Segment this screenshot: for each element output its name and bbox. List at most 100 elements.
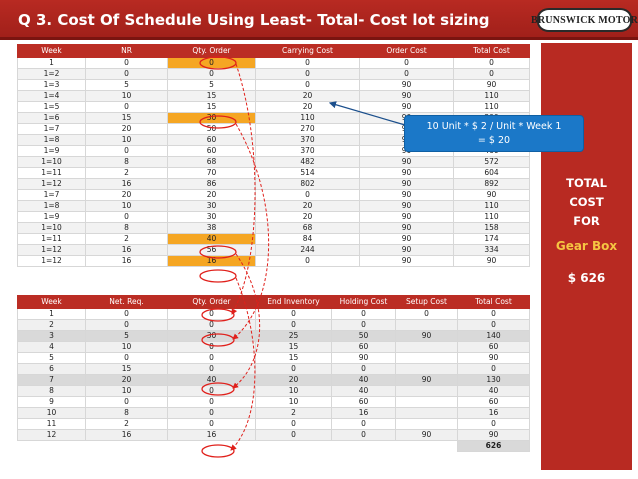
table2-header-cell: End Inventory	[255, 295, 332, 309]
table-cell	[395, 385, 458, 397]
table-cell: 0	[457, 308, 530, 320]
table-cell: 60	[167, 134, 256, 146]
table-cell: 40	[331, 374, 396, 386]
table-cell: 10	[255, 385, 332, 397]
table-cell: 6	[17, 363, 86, 375]
table-row: 1=3 5 5 0 90 90	[17, 79, 530, 91]
table-cell: 0	[167, 385, 256, 397]
table-cell: 4	[17, 341, 86, 353]
table-row: 1=8 10 30 20 90 110	[17, 200, 530, 212]
table-cell: 90	[359, 79, 454, 91]
table-cell: 68	[255, 222, 360, 234]
table-cell: 0	[395, 308, 458, 320]
table-cell: 0	[85, 101, 168, 113]
empty-cell	[167, 440, 256, 452]
table-cell: 0	[255, 308, 332, 320]
table-cell: 3	[17, 330, 86, 342]
table-cell: 40	[457, 385, 530, 397]
table-cell: 86	[167, 178, 256, 190]
table-cell: 0	[85, 308, 168, 320]
table-cell: 1	[17, 308, 86, 320]
table-cell: 7	[17, 374, 86, 386]
table-cell: 90	[395, 374, 458, 386]
table-cell: 90	[453, 189, 530, 201]
table-row: 1=11 2 70 514 90 604	[17, 167, 530, 179]
table-cell: 110	[453, 90, 530, 102]
table-cell: 604	[453, 167, 530, 179]
circle-t1-row19	[199, 269, 237, 283]
empty-cell	[17, 440, 86, 452]
table-cell: 50	[331, 330, 396, 342]
table-row: 1=12 16 16 0 90 90	[17, 255, 530, 267]
table-cell: 1=8	[17, 134, 86, 146]
table2-header-cell: Net. Req.	[85, 295, 168, 309]
table-row: 1=2 0 0 0 0 0	[17, 68, 530, 80]
table-cell: 90	[457, 352, 530, 364]
total-cost-panel: TOTAL COST FOR Gear Box $ 626	[541, 43, 632, 470]
table-cell: 90	[331, 352, 396, 364]
panel-line-cost: COST	[569, 195, 604, 209]
table2-header-cell: Total Cost	[457, 295, 530, 309]
table-cell: 60	[457, 341, 530, 353]
table-row: 1=9 0 30 20 90 110	[17, 211, 530, 223]
table-cell: 90	[457, 429, 530, 441]
table-row: 1=10 8 68 482 90 572	[17, 156, 530, 168]
table-row: 1=12 16 56 244 90 334	[17, 244, 530, 256]
brunswick-logo: BRUNSWICK MOTOR	[531, 8, 638, 32]
order-schedule-table: Week Net. Req. Qty. Order End Inventory Hold…	[17, 295, 530, 452]
table-cell: 0	[167, 57, 256, 69]
empty-cell	[395, 440, 458, 452]
table-row: 1=11 2 40 84 90 174	[17, 233, 530, 245]
table-cell: 90	[395, 330, 458, 342]
table-cell: 0	[457, 363, 530, 375]
table-cell: 0	[167, 396, 256, 408]
table-cell: 370	[255, 134, 360, 146]
table-cell: 12	[17, 429, 86, 441]
table-cell: 60	[457, 396, 530, 408]
callout-line2: = $ 20	[477, 135, 511, 146]
table1-header-cell: Order Cost	[359, 44, 454, 58]
least-total-cost-table: Week NR Qty. Order Carrying Cost Order Cost T…	[17, 44, 530, 267]
table-cell: 110	[453, 200, 530, 212]
panel-line-total: TOTAL	[566, 176, 607, 190]
table-cell: 90	[395, 429, 458, 441]
table-cell: 158	[453, 222, 530, 234]
panel-part-name: Gear Box	[555, 239, 618, 253]
table-cell: 8	[17, 385, 86, 397]
table-row: 9 0 0 10 60 60	[17, 396, 530, 408]
table-cell: 68	[167, 156, 256, 168]
title-bar: Q 3. Cost Of Schedule Using Least- Total…	[0, 0, 638, 40]
calculation-callout: 10 Unit * $ 2 / Unit * Week 1 = $ 20	[404, 115, 584, 152]
table-cell	[395, 319, 458, 331]
table-cell: 2	[85, 167, 168, 179]
table-cell	[395, 341, 458, 353]
table-row: 6 15 0 0 0 0	[17, 363, 530, 375]
table-cell: 30	[167, 200, 256, 212]
table-cell: 90	[359, 90, 454, 102]
table-cell: 130	[457, 374, 530, 386]
table-cell: 2	[17, 319, 86, 331]
table-cell: 0	[167, 319, 256, 331]
table-cell: 15	[167, 101, 256, 113]
table-cell: 1=11	[17, 167, 86, 179]
table-row: 7 20 40 20 40 90 130	[17, 374, 530, 386]
table-cell: 9	[17, 396, 86, 408]
table-cell: 0	[331, 319, 396, 331]
table-cell: 1=2	[17, 68, 86, 80]
table-cell: 16	[167, 429, 256, 441]
table-cell: 244	[255, 244, 360, 256]
table-cell: 370	[255, 145, 360, 157]
table-cell: 90	[359, 255, 454, 267]
table-cell: 16	[85, 178, 168, 190]
table-cell: 40	[331, 385, 396, 397]
table-cell: 270	[255, 123, 360, 135]
table-cell: 10	[17, 407, 86, 419]
table-cell: 0	[255, 363, 332, 375]
table-cell: 0	[331, 363, 396, 375]
table-cell: 20	[255, 200, 360, 212]
table-cell: 20	[255, 101, 360, 113]
table1-header-cell: NR	[85, 44, 168, 58]
empty-cell	[85, 440, 168, 452]
table-cell: 60	[167, 145, 256, 157]
table-row: 1=12 16 86 802 90 892	[17, 178, 530, 190]
